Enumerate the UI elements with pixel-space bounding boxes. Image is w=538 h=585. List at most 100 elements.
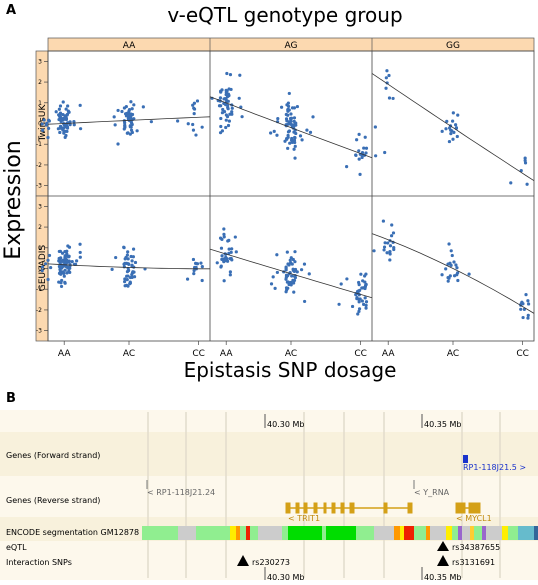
data-point — [526, 316, 530, 320]
data-point — [526, 313, 530, 317]
data-point — [130, 259, 134, 263]
data-point — [444, 127, 448, 131]
data-point — [357, 309, 361, 313]
data-point — [220, 129, 225, 133]
x-tick-label: AC — [285, 349, 297, 359]
data-point — [526, 299, 530, 303]
data-point — [523, 158, 527, 163]
data-point — [284, 277, 288, 281]
data-point — [355, 295, 359, 300]
data-point — [61, 100, 65, 104]
y-tick-label: 3 — [38, 58, 42, 65]
panel-a-letter: A — [6, 3, 16, 18]
data-point — [358, 288, 362, 292]
data-point — [287, 108, 291, 112]
data-point — [129, 100, 133, 104]
data-point — [126, 262, 130, 266]
data-point — [130, 112, 135, 117]
data-point — [46, 277, 50, 282]
x-tick-label: AA — [382, 349, 395, 359]
data-point — [222, 232, 226, 236]
y-axis-label: Expression — [1, 140, 26, 259]
data-point — [374, 154, 378, 158]
data-point — [45, 121, 49, 125]
data-point — [54, 110, 58, 114]
interaction-snp-label-2: rs3131691 — [452, 558, 495, 567]
data-point — [450, 253, 454, 258]
y-tick-label: -3 — [36, 183, 42, 190]
strip-AG: AG — [285, 41, 298, 51]
data-point — [135, 129, 139, 133]
data-point — [357, 300, 361, 304]
encode-segment — [230, 526, 236, 540]
data-point — [293, 136, 297, 140]
data-point — [456, 271, 460, 275]
data-point — [129, 254, 133, 259]
data-point — [286, 101, 290, 105]
encode-segment — [400, 526, 404, 540]
data-point — [112, 115, 116, 119]
data-point — [355, 138, 359, 142]
encode-segment — [258, 526, 282, 540]
data-point — [60, 278, 64, 283]
data-point — [240, 115, 244, 119]
row-strips: TwinsUK GEUVADIS — [35, 50, 49, 342]
data-point — [350, 304, 355, 309]
data-point — [124, 255, 128, 260]
data-point — [191, 103, 195, 107]
data-point — [271, 275, 275, 279]
scale-top-right: 40.35 Mb — [424, 420, 461, 429]
data-point — [339, 282, 343, 286]
data-point — [357, 280, 361, 285]
data-point — [130, 122, 134, 127]
data-point — [47, 253, 52, 258]
x-ticks: AA AC CC AA AC CC AA AC CC — [58, 341, 529, 359]
data-point — [286, 130, 291, 134]
data-point — [237, 96, 241, 100]
data-point — [360, 286, 364, 290]
data-point — [56, 127, 60, 131]
eqtl-snp-label: rs34387655 — [452, 543, 500, 552]
data-point — [455, 134, 459, 139]
data-point — [373, 125, 377, 129]
y-tick-label: -2 — [36, 162, 42, 169]
data-point — [362, 146, 366, 150]
scale-bottom-right: 40.35 Mb — [424, 573, 461, 582]
data-point — [46, 126, 51, 130]
data-point — [132, 275, 137, 279]
encode-segment — [486, 526, 502, 540]
data-point — [78, 127, 83, 131]
data-point — [122, 246, 126, 250]
data-point — [299, 268, 304, 272]
data-point — [440, 129, 444, 133]
encode-segment — [142, 526, 178, 540]
y-tick-label: -3 — [36, 328, 42, 335]
x-tick-label: AC — [447, 349, 459, 359]
data-point — [78, 103, 82, 107]
encode-segment — [474, 526, 482, 540]
data-point — [307, 272, 311, 276]
data-point — [275, 270, 279, 275]
data-point — [126, 131, 130, 135]
data-point — [43, 262, 48, 266]
x-tick-label: CC — [354, 349, 367, 359]
encode-segment — [236, 526, 240, 540]
data-point — [130, 130, 134, 135]
data-point — [227, 119, 231, 123]
data-point — [382, 248, 386, 252]
encode-segment — [508, 526, 518, 540]
data-point — [292, 119, 296, 123]
column-strips: AA AG GG — [47, 37, 535, 52]
data-point — [286, 135, 290, 139]
data-point — [286, 146, 290, 150]
data-point — [63, 255, 67, 259]
data-point — [388, 258, 392, 262]
data-point — [293, 144, 297, 148]
data-point — [230, 247, 234, 251]
x-axis-label: Epistasis SNP dosage — [184, 358, 397, 382]
data-point — [120, 109, 124, 114]
data-point — [292, 130, 296, 134]
data-point — [125, 269, 130, 274]
data-point — [448, 261, 452, 265]
data-point — [384, 86, 388, 90]
